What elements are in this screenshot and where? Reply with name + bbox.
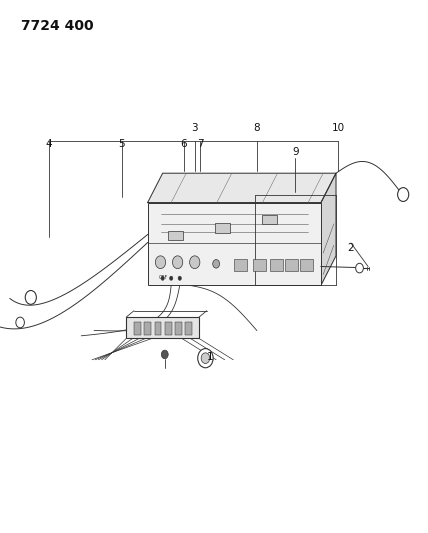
Text: 1: 1 [206,352,213,362]
Circle shape [356,263,363,273]
Circle shape [201,353,210,364]
Text: 6: 6 [181,139,187,149]
Bar [234,259,247,271]
Bar [144,322,151,335]
Circle shape [25,290,36,304]
Bar [285,259,298,271]
Text: 7724 400: 7724 400 [21,19,94,33]
Circle shape [172,256,183,269]
Polygon shape [148,173,336,203]
Bar [134,322,141,335]
Bar [253,259,266,271]
Text: 7: 7 [197,139,204,149]
Circle shape [155,256,166,269]
Text: OFF: OFF [158,275,168,280]
Text: 10: 10 [332,123,345,133]
Bar [165,322,172,335]
Text: 4: 4 [46,139,53,149]
Bar [155,322,161,335]
Bar [126,317,199,338]
Text: 9: 9 [292,147,299,157]
Bar [175,322,182,335]
Circle shape [398,188,409,201]
Text: 3: 3 [191,123,198,133]
Polygon shape [321,173,336,285]
Circle shape [161,276,164,280]
Circle shape [16,317,24,328]
Circle shape [213,260,220,268]
Circle shape [161,350,168,359]
Circle shape [198,349,213,368]
Bar [148,203,321,285]
Bar [168,231,183,240]
Text: 2: 2 [348,243,354,253]
Bar [270,259,283,271]
Bar [215,223,230,233]
Bar [185,322,192,335]
Circle shape [169,276,173,280]
Bar [300,259,313,271]
Text: 5: 5 [119,139,125,149]
Text: 8: 8 [253,123,260,133]
Circle shape [190,256,200,269]
Circle shape [178,276,181,280]
Bar [262,215,277,224]
